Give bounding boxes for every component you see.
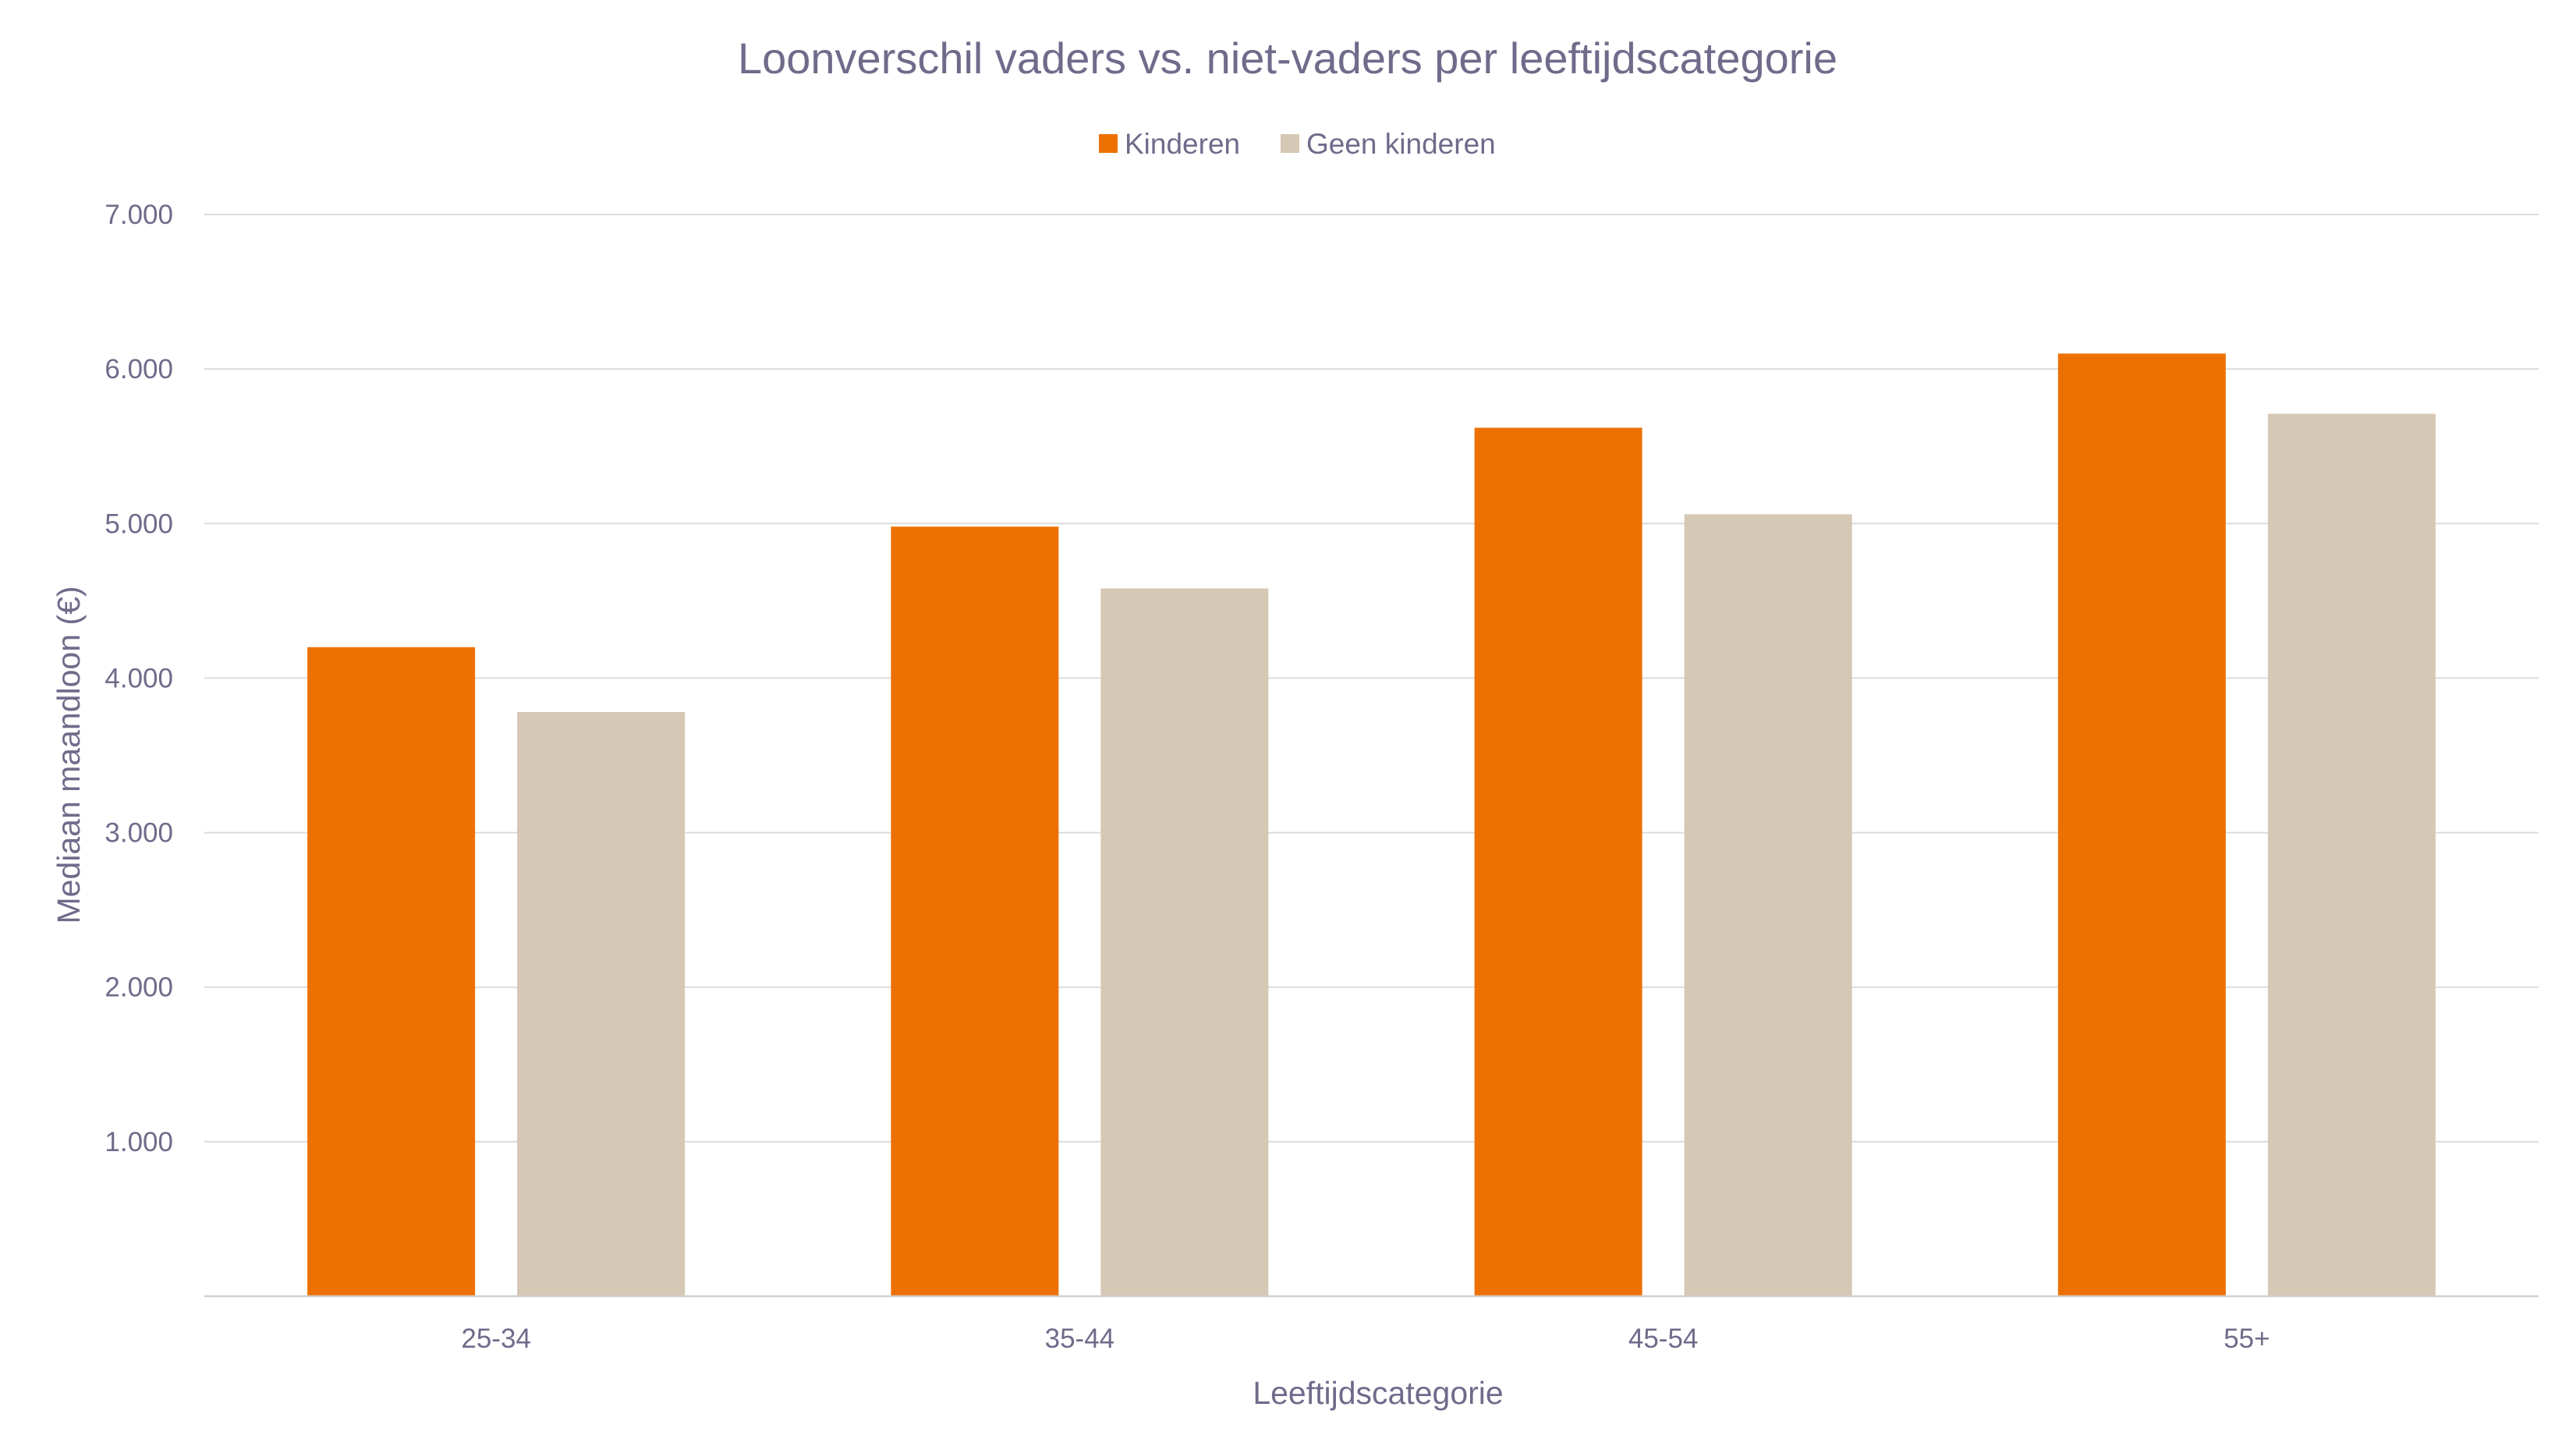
- y-tick-label: 2.000: [105, 973, 173, 1003]
- legend-swatch-geen-kinderen: [1281, 134, 1299, 153]
- bar-kinderen-45-54: [1474, 427, 1642, 1296]
- bar-kinderen-35-44: [891, 526, 1059, 1296]
- x-tick-label: 35-44: [1045, 1324, 1115, 1354]
- x-axis-ticks: 25-34 35-44 45-54 55+: [461, 1324, 2270, 1354]
- y-tick-label: 5.000: [105, 509, 173, 539]
- legend: Kinderen Geen kinderen: [1099, 128, 1496, 160]
- y-tick-label: 7.000: [105, 200, 173, 230]
- x-axis-title: Leeftijdscategorie: [1253, 1375, 1503, 1411]
- y-tick-label: 4.000: [105, 663, 173, 693]
- x-tick-label: 25-34: [461, 1324, 531, 1354]
- y-axis-ticks: 1.000 2.000 3.000 4.000 5.000 6.000 7.000: [105, 200, 173, 1157]
- y-tick-label: 6.000: [105, 354, 173, 385]
- x-tick-label: 55+: [2223, 1324, 2270, 1354]
- chart-title: Loonverschil vaders vs. niet-vaders per …: [738, 34, 1837, 83]
- y-axis-title: Mediaan maandloon (€): [51, 586, 87, 923]
- legend-label-kinderen: Kinderen: [1125, 128, 1240, 160]
- bar-kinderen-25-34: [307, 647, 476, 1296]
- bar-geen-kinderen-55plus: [2267, 413, 2436, 1297]
- y-tick-label: 1.000: [105, 1127, 173, 1157]
- x-tick-label: 45-54: [1628, 1324, 1699, 1354]
- bar-geen-kinderen-35-44: [1100, 588, 1269, 1296]
- bar-kinderen-55plus: [2057, 353, 2226, 1296]
- y-tick-label: 3.000: [105, 818, 173, 849]
- legend-label-geen-kinderen: Geen kinderen: [1306, 128, 1496, 160]
- legend-swatch-kinderen: [1099, 134, 1118, 153]
- bars: [307, 353, 2436, 1297]
- bar-geen-kinderen-45-54: [1684, 514, 1852, 1296]
- bar-geen-kinderen-25-34: [517, 712, 686, 1296]
